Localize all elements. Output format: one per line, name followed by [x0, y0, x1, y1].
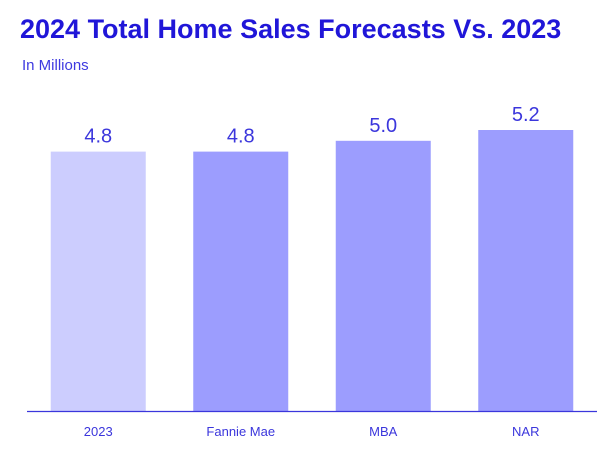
- bar-mba: [335, 140, 431, 412]
- data-label: 5.2: [512, 104, 540, 126]
- x-tick-label: 2023: [84, 424, 113, 439]
- data-label: 4.8: [227, 126, 255, 148]
- chart-subtitle: In Millions: [22, 57, 89, 74]
- x-tick-label: NAR: [512, 424, 539, 439]
- x-tick-label: Fannie Mae: [206, 424, 275, 439]
- x-tick-label: MBA: [369, 424, 398, 439]
- data-label: 4.8: [84, 126, 112, 148]
- bar-2023: [50, 151, 146, 411]
- chart-title: 2024 Total Home Sales Forecasts Vs. 2023: [20, 14, 562, 44]
- bar-fannie-mae: [193, 151, 289, 411]
- data-label: 5.0: [369, 115, 397, 137]
- bar-nar: [478, 130, 574, 411]
